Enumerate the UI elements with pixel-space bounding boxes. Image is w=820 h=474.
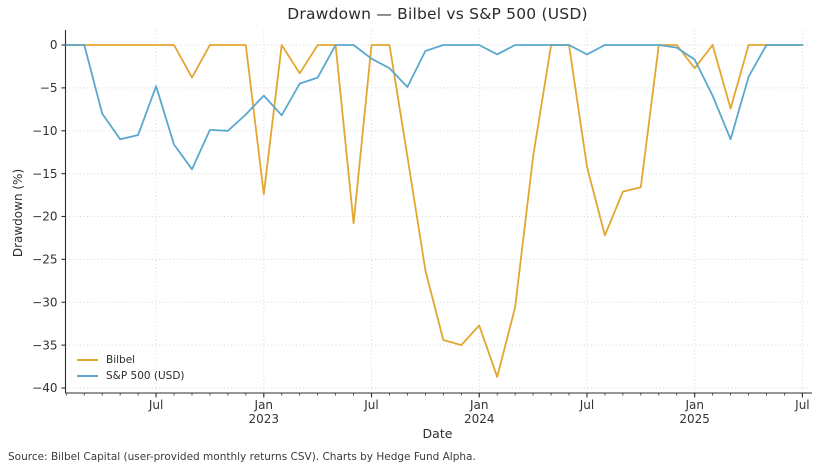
x-tick-label: Jan [254,398,274,412]
y-tick-label: −35 [32,338,57,352]
legend: Bilbel S&P 500 (USD) [77,352,185,384]
y-axis-label: Drawdown (%) [11,168,25,258]
legend-item-sp500: S&P 500 (USD) [77,368,185,384]
y-tick-label: −25 [32,253,57,267]
bilbel-line-swatch [77,359,98,361]
x-axis-label: Date [422,426,453,441]
y-tick-label: −40 [32,381,57,395]
source-note: Source: Bilbel Capital (user-provided mo… [8,451,476,463]
x-tick-label: Jul [363,398,378,412]
x-tick-label: Jul [148,398,163,412]
y-tick-label: −15 [32,167,57,181]
legend-label-bilbel: Bilbel [106,354,136,366]
chart-title: Drawdown — Bilbel vs S&P 500 (USD) [287,5,588,23]
x-tick-label: Jan [469,398,489,412]
legend-item-bilbel: Bilbel [77,352,185,368]
x-tick-label: Jul [579,398,594,412]
y-tick-label: −20 [32,210,57,224]
sp500-line-swatch [77,375,98,377]
y-tick-label: −5 [40,81,58,95]
bilbel-drawdown-line [65,44,804,378]
y-tick-label: −10 [32,124,57,138]
x-tick-label: Jan [684,398,704,412]
y-tick-label: −30 [32,295,57,309]
x-tick-year-label: 2024 [464,412,495,426]
x-tick-label: Jul [794,398,809,412]
y-tick-label: 0 [50,38,58,52]
x-tick-year-label: 2025 [679,412,710,426]
sp500-drawdown-line [65,44,804,171]
x-tick-year-label: 2023 [249,412,280,426]
legend-label-sp500: S&P 500 (USD) [106,370,185,382]
